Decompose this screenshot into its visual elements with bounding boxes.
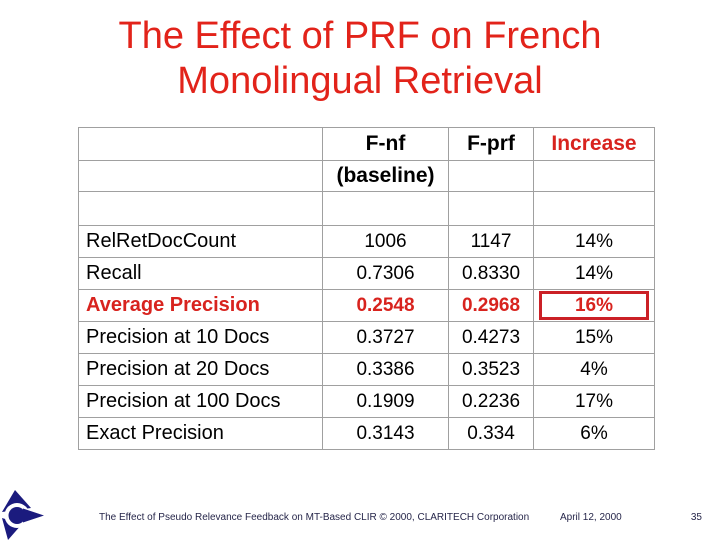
header-row-1: F-nf F-prf Increase	[78, 127, 655, 161]
cell-increase: 15%	[533, 321, 655, 354]
cell-fnf: 0.7306	[322, 257, 449, 290]
cell-increase: 14%	[533, 225, 655, 258]
table-row: Exact Precision 0.3143 0.334 6%	[78, 417, 655, 450]
col-header-fnf: F-nf	[322, 127, 449, 161]
cell-fnf: 0.2548	[322, 289, 449, 322]
empty-cell	[78, 127, 323, 161]
empty-cell	[322, 191, 449, 226]
row-label: Precision at 20 Docs	[78, 353, 323, 386]
row-label: Recall	[78, 257, 323, 290]
empty-cell	[533, 160, 655, 192]
empty-cell	[448, 191, 534, 226]
slide-number: 35	[690, 512, 702, 523]
page-title: The Effect of PRF on French Monolingual R…	[0, 14, 720, 104]
title-line-2: Monolingual Retrieval	[177, 60, 543, 102]
row-label: RelRetDocCount	[78, 225, 323, 258]
table-row: Precision at 10 Docs 0.3727 0.4273 15%	[78, 321, 655, 354]
col-header-fprf: F-prf	[448, 127, 534, 161]
table-row-highlighted: Average Precision 0.2548 0.2968 16%	[78, 289, 655, 322]
row-label: Precision at 100 Docs	[78, 385, 323, 418]
header-row-2: (baseline)	[78, 160, 655, 192]
cell-fnf: 0.1909	[322, 385, 449, 418]
table-row: Precision at 100 Docs 0.1909 0.2236 17%	[78, 385, 655, 418]
results-table: F-nf F-prf Increase (baseline) RelRetDoc…	[78, 127, 655, 450]
cell-increase: 17%	[533, 385, 655, 418]
cell-increase: 14%	[533, 257, 655, 290]
empty-cell	[78, 191, 323, 226]
empty-cell	[448, 160, 534, 192]
table-row: Recall 0.7306 0.8330 14%	[78, 257, 655, 290]
cell-fnf: 0.3727	[322, 321, 449, 354]
col-header-baseline: (baseline)	[322, 160, 449, 192]
cell-increase-highlight: 16%	[533, 289, 655, 322]
cell-fnf: 1006	[322, 225, 449, 258]
spacer-row	[78, 191, 655, 226]
table-row: RelRetDocCount 1006 1147 14%	[78, 225, 655, 258]
row-label: Precision at 10 Docs	[78, 321, 323, 354]
cell-fprf: 0.4273	[448, 321, 534, 354]
empty-cell	[533, 191, 655, 226]
table-row: Precision at 20 Docs 0.3386 0.3523 4%	[78, 353, 655, 386]
cell-fprf: 0.2236	[448, 385, 534, 418]
highlight-value: 16%	[574, 294, 614, 316]
cell-fprf: 0.3523	[448, 353, 534, 386]
cell-increase: 6%	[533, 417, 655, 450]
cell-fnf: 0.3386	[322, 353, 449, 386]
col-header-increase: Increase	[533, 127, 655, 161]
empty-cell	[78, 160, 323, 192]
claritech-logo-icon	[2, 490, 44, 540]
highlight-box: 16%	[539, 291, 649, 320]
cell-fprf: 0.8330	[448, 257, 534, 290]
footer-date: April 12, 2000	[560, 512, 622, 523]
cell-fprf: 0.334	[448, 417, 534, 450]
cell-fnf: 0.3143	[322, 417, 449, 450]
row-label: Exact Precision	[78, 417, 323, 450]
cell-fprf: 1147	[448, 225, 534, 258]
title-line-1: The Effect of PRF on French	[118, 15, 602, 57]
row-label: Average Precision	[78, 289, 323, 322]
cell-increase: 4%	[533, 353, 655, 386]
cell-fprf: 0.2968	[448, 289, 534, 322]
footer-copyright: The Effect of Pseudo Relevance Feedback …	[99, 512, 530, 523]
